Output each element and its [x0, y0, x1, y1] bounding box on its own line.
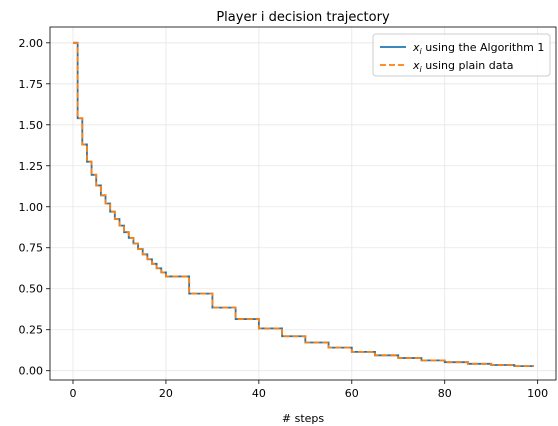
x-tick-label: 60 — [345, 387, 359, 400]
legend-label-plain-data-sub: i — [420, 65, 423, 74]
legend-label-algorithm-sub: i — [420, 47, 423, 56]
x-tick-label: 40 — [252, 387, 266, 400]
y-tick-label: 1.25 — [19, 160, 44, 173]
legend-label-plain-data-var: x — [412, 59, 420, 72]
y-tick-label: 1.00 — [19, 201, 44, 214]
x-tick-label: 0 — [70, 387, 77, 400]
chart-title: Player i decision trajectory — [216, 10, 390, 25]
x-axis-label: # steps — [282, 412, 325, 425]
series-layer — [73, 41, 534, 368]
y-tick-label: 0.25 — [19, 324, 44, 337]
y-tick-label: 1.75 — [19, 78, 44, 91]
x-tick-label: 80 — [438, 387, 452, 400]
legend: xi using the Algorithm 1 xi using plain … — [372, 33, 551, 77]
legend-label-algorithm: xi using the Algorithm 1 — [412, 41, 544, 56]
x-tick-label: 20 — [159, 387, 173, 400]
legend-label-plain-data-text: using plain data — [422, 59, 514, 72]
legend-box — [372, 33, 551, 77]
tick-layer: 0 20 40 60 80 100 0.00 0.25 0.50 0.75 1.00 1.25 1.50… — [19, 37, 549, 400]
x-tick-label: 100 — [527, 387, 548, 400]
series-line-plain-data — [73, 41, 534, 368]
y-tick-label: 0.50 — [19, 283, 44, 296]
y-tick-label: 0.75 — [19, 242, 44, 255]
legend-label-algorithm-text: using the Algorithm 1 — [422, 41, 545, 54]
legend-label-plain-data: xi using plain data — [412, 59, 514, 74]
plot-frame — [49, 26, 557, 381]
y-tick-label: 0.00 — [19, 365, 44, 378]
y-tick-label: 1.50 — [19, 119, 44, 132]
grid-layer — [50, 27, 556, 380]
legend-label-algorithm-var: x — [412, 41, 420, 54]
y-tick-label: 2.00 — [19, 37, 44, 50]
